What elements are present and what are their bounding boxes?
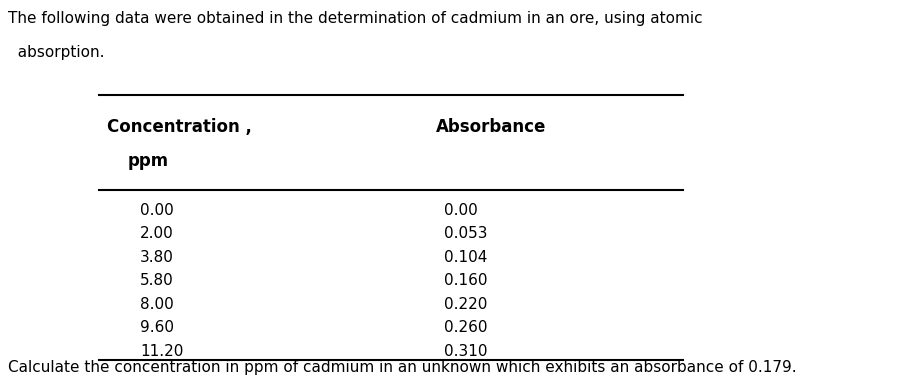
Text: Absorbance: Absorbance	[435, 118, 546, 136]
Text: 0.220: 0.220	[444, 297, 487, 312]
Text: 0.053: 0.053	[444, 226, 487, 241]
Text: 11.20: 11.20	[139, 344, 183, 359]
Text: 3.80: 3.80	[139, 250, 174, 265]
Text: 8.00: 8.00	[139, 297, 173, 312]
Text: 0.00: 0.00	[139, 203, 173, 218]
Text: 9.60: 9.60	[139, 320, 174, 335]
Text: 0.310: 0.310	[444, 344, 487, 359]
Text: Concentration ,: Concentration ,	[107, 118, 251, 136]
Text: 5.80: 5.80	[139, 273, 173, 288]
Text: 2.00: 2.00	[139, 226, 173, 241]
Text: absorption.: absorption.	[8, 45, 105, 61]
Text: Calculate the concentration in ppm of cadmium in an unknown which exhibits an ab: Calculate the concentration in ppm of ca…	[8, 360, 796, 375]
Text: The following data were obtained in the determination of cadmium in an ore, usin: The following data were obtained in the …	[8, 11, 702, 27]
Text: 0.00: 0.00	[444, 203, 477, 218]
Text: 0.260: 0.260	[444, 320, 487, 335]
Text: 0.104: 0.104	[444, 250, 487, 265]
Text: ppm: ppm	[128, 152, 169, 170]
Text: 0.160: 0.160	[444, 273, 487, 288]
